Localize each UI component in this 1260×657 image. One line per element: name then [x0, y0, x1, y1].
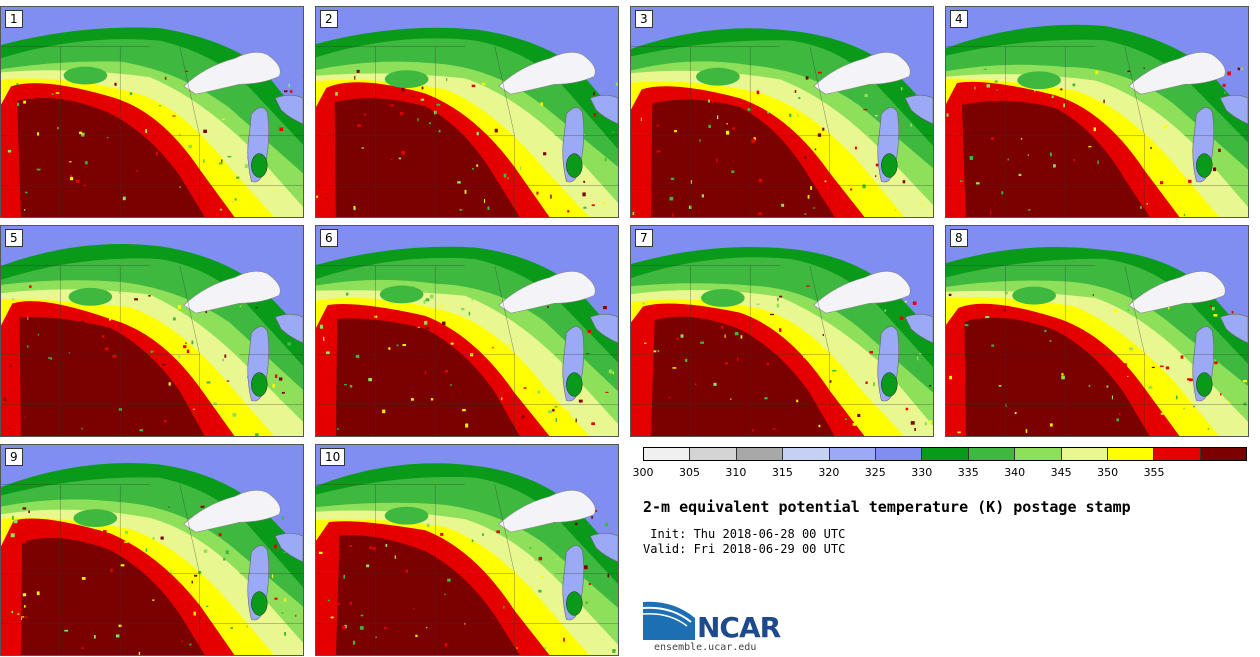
colorbar-tick-label: 340	[1004, 466, 1026, 479]
colorbar-tick-label: 335	[957, 466, 979, 479]
colorbar-segment	[875, 448, 923, 460]
member-map	[946, 226, 1248, 436]
colorbar-segment	[829, 448, 876, 460]
member-number-label: 1	[5, 10, 23, 28]
member-map	[1, 7, 303, 217]
ensemble-member-panel-1[interactable]: 1	[0, 6, 304, 218]
colorbar-segment	[690, 448, 737, 460]
ensemble-member-panel-10[interactable]: 10	[315, 444, 619, 656]
member-map	[631, 7, 933, 217]
member-number-label: 9	[5, 448, 23, 466]
ensemble-member-panel-7[interactable]: 7	[630, 225, 934, 437]
colorbar-tick-label: 310	[725, 466, 747, 479]
colorbar-tick-label: 300	[632, 466, 654, 479]
ensemble-member-panel-8[interactable]: 8	[945, 225, 1249, 437]
member-number-label: 3	[635, 10, 653, 28]
member-map	[316, 226, 618, 436]
member-number-label: 10	[320, 448, 346, 466]
ncar-logo-text: NCAR	[697, 611, 781, 644]
colorbar	[643, 447, 1247, 461]
member-number-label: 7	[635, 229, 653, 247]
ensemble-member-panel-3[interactable]: 3	[630, 6, 934, 218]
site-url: ensemble.ucar.edu	[654, 642, 757, 653]
colorbar-segment	[1107, 448, 1155, 460]
colorbar-tick-label: 355	[1143, 466, 1165, 479]
ensemble-member-panel-4[interactable]: 4	[945, 6, 1249, 218]
colorbar-segment	[644, 448, 691, 460]
ensemble-member-panel-2[interactable]: 2	[315, 6, 619, 218]
colorbar-segment	[1154, 448, 1201, 460]
member-number-label: 5	[5, 229, 23, 247]
colorbar-segment	[922, 448, 969, 460]
member-map	[1, 445, 303, 655]
colorbar-segment	[736, 448, 784, 460]
colorbar-tick-label: 325	[864, 466, 886, 479]
colorbar-segment	[1200, 448, 1247, 460]
member-map	[631, 226, 933, 436]
ncar-logo-icon	[643, 601, 695, 640]
valid-time: Valid: Fri 2018-06-29 00 UTC	[643, 542, 846, 556]
colorbar-tick-label: 305	[678, 466, 700, 479]
colorbar-tick-label: 330	[911, 466, 933, 479]
colorbar-segment	[1061, 448, 1108, 460]
ensemble-member-panel-5[interactable]: 5	[0, 225, 304, 437]
init-time: Init: Thu 2018-06-28 00 UTC	[643, 527, 846, 541]
ensemble-member-panel-9[interactable]: 9	[0, 444, 304, 656]
colorbar-ticks: 300 305 310 315 320 325 330 335 340 345 350 355	[633, 466, 1247, 480]
colorbar-tick-label: 345	[1050, 466, 1072, 479]
colorbar-segment	[783, 448, 830, 460]
colorbar-tick-label: 320	[818, 466, 840, 479]
colorbar-tick-label: 315	[771, 466, 793, 479]
colorbar-segment	[968, 448, 1016, 460]
member-map	[316, 445, 618, 655]
member-number-label: 8	[950, 229, 968, 247]
colorbar-tick-label: 350	[1097, 466, 1119, 479]
member-number-label: 4	[950, 10, 968, 28]
member-map	[316, 7, 618, 217]
member-map	[946, 7, 1248, 217]
colorbar-segment	[1015, 448, 1062, 460]
plot-title: 2-m equivalent potential temperature (K)…	[643, 498, 1131, 516]
ensemble-member-panel-6[interactable]: 6	[315, 225, 619, 437]
member-map	[1, 226, 303, 436]
member-number-label: 2	[320, 10, 338, 28]
member-number-label: 6	[320, 229, 338, 247]
